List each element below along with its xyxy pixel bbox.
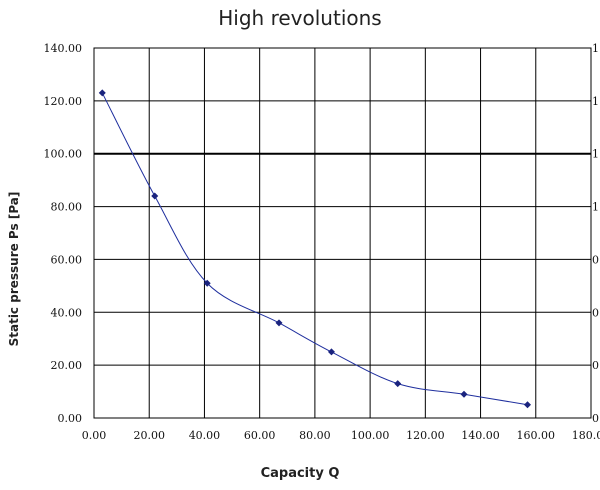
right-axis-tick-label: 0 (592, 412, 599, 425)
x-tick-label: 60.00 (244, 429, 276, 442)
right-axis-tick-label: 0 (592, 253, 599, 266)
y-tick-label: 0.00 (58, 412, 83, 425)
x-tick-label: 180.00 (572, 429, 600, 442)
data-point-marker (275, 319, 283, 327)
x-tick-label: 40.00 (189, 429, 221, 442)
axis-layer: 0.0020.0040.0060.0080.00100.00120.00140.… (44, 42, 600, 442)
x-tick-label: 0.00 (82, 429, 107, 442)
right-axis-tick-label: 1 (592, 201, 599, 214)
x-axis-title: Capacity Q (260, 466, 340, 481)
x-tick-label: 120.00 (406, 429, 445, 442)
data-point-marker (327, 348, 335, 356)
data-point-marker (394, 380, 402, 388)
plot-frame (93, 47, 592, 419)
y-tick-label: 60.00 (51, 253, 83, 266)
y-tick-label: 100.00 (44, 148, 83, 161)
y-tick-label: 20.00 (51, 359, 83, 372)
data-point-marker (151, 192, 159, 200)
right-axis-tick-label: 1 (592, 95, 599, 108)
y-tick-label: 120.00 (44, 95, 83, 108)
chart-title: High revolutions (218, 6, 382, 30)
right-axis-tick-label: 1 (592, 42, 599, 55)
right-axis-tick-label: 1 (592, 148, 599, 161)
data-point-marker (460, 390, 468, 398)
data-point-marker (523, 401, 531, 409)
data-point-marker (98, 89, 106, 97)
data-point-marker (203, 279, 211, 287)
y-tick-label: 140.00 (44, 42, 83, 55)
y-tick-label: 40.00 (51, 306, 83, 319)
x-tick-label: 160.00 (517, 429, 556, 442)
x-tick-label: 20.00 (133, 429, 165, 442)
x-tick-label: 80.00 (299, 429, 331, 442)
x-tick-label: 140.00 (461, 429, 500, 442)
right-axis-tick-label: 0 (592, 306, 599, 319)
series-layer (98, 89, 531, 409)
grid-layer (93, 47, 592, 419)
right-axis-tick-label: 0 (592, 359, 599, 372)
x-tick-label: 100.00 (351, 429, 390, 442)
y-tick-label: 80.00 (51, 201, 83, 214)
